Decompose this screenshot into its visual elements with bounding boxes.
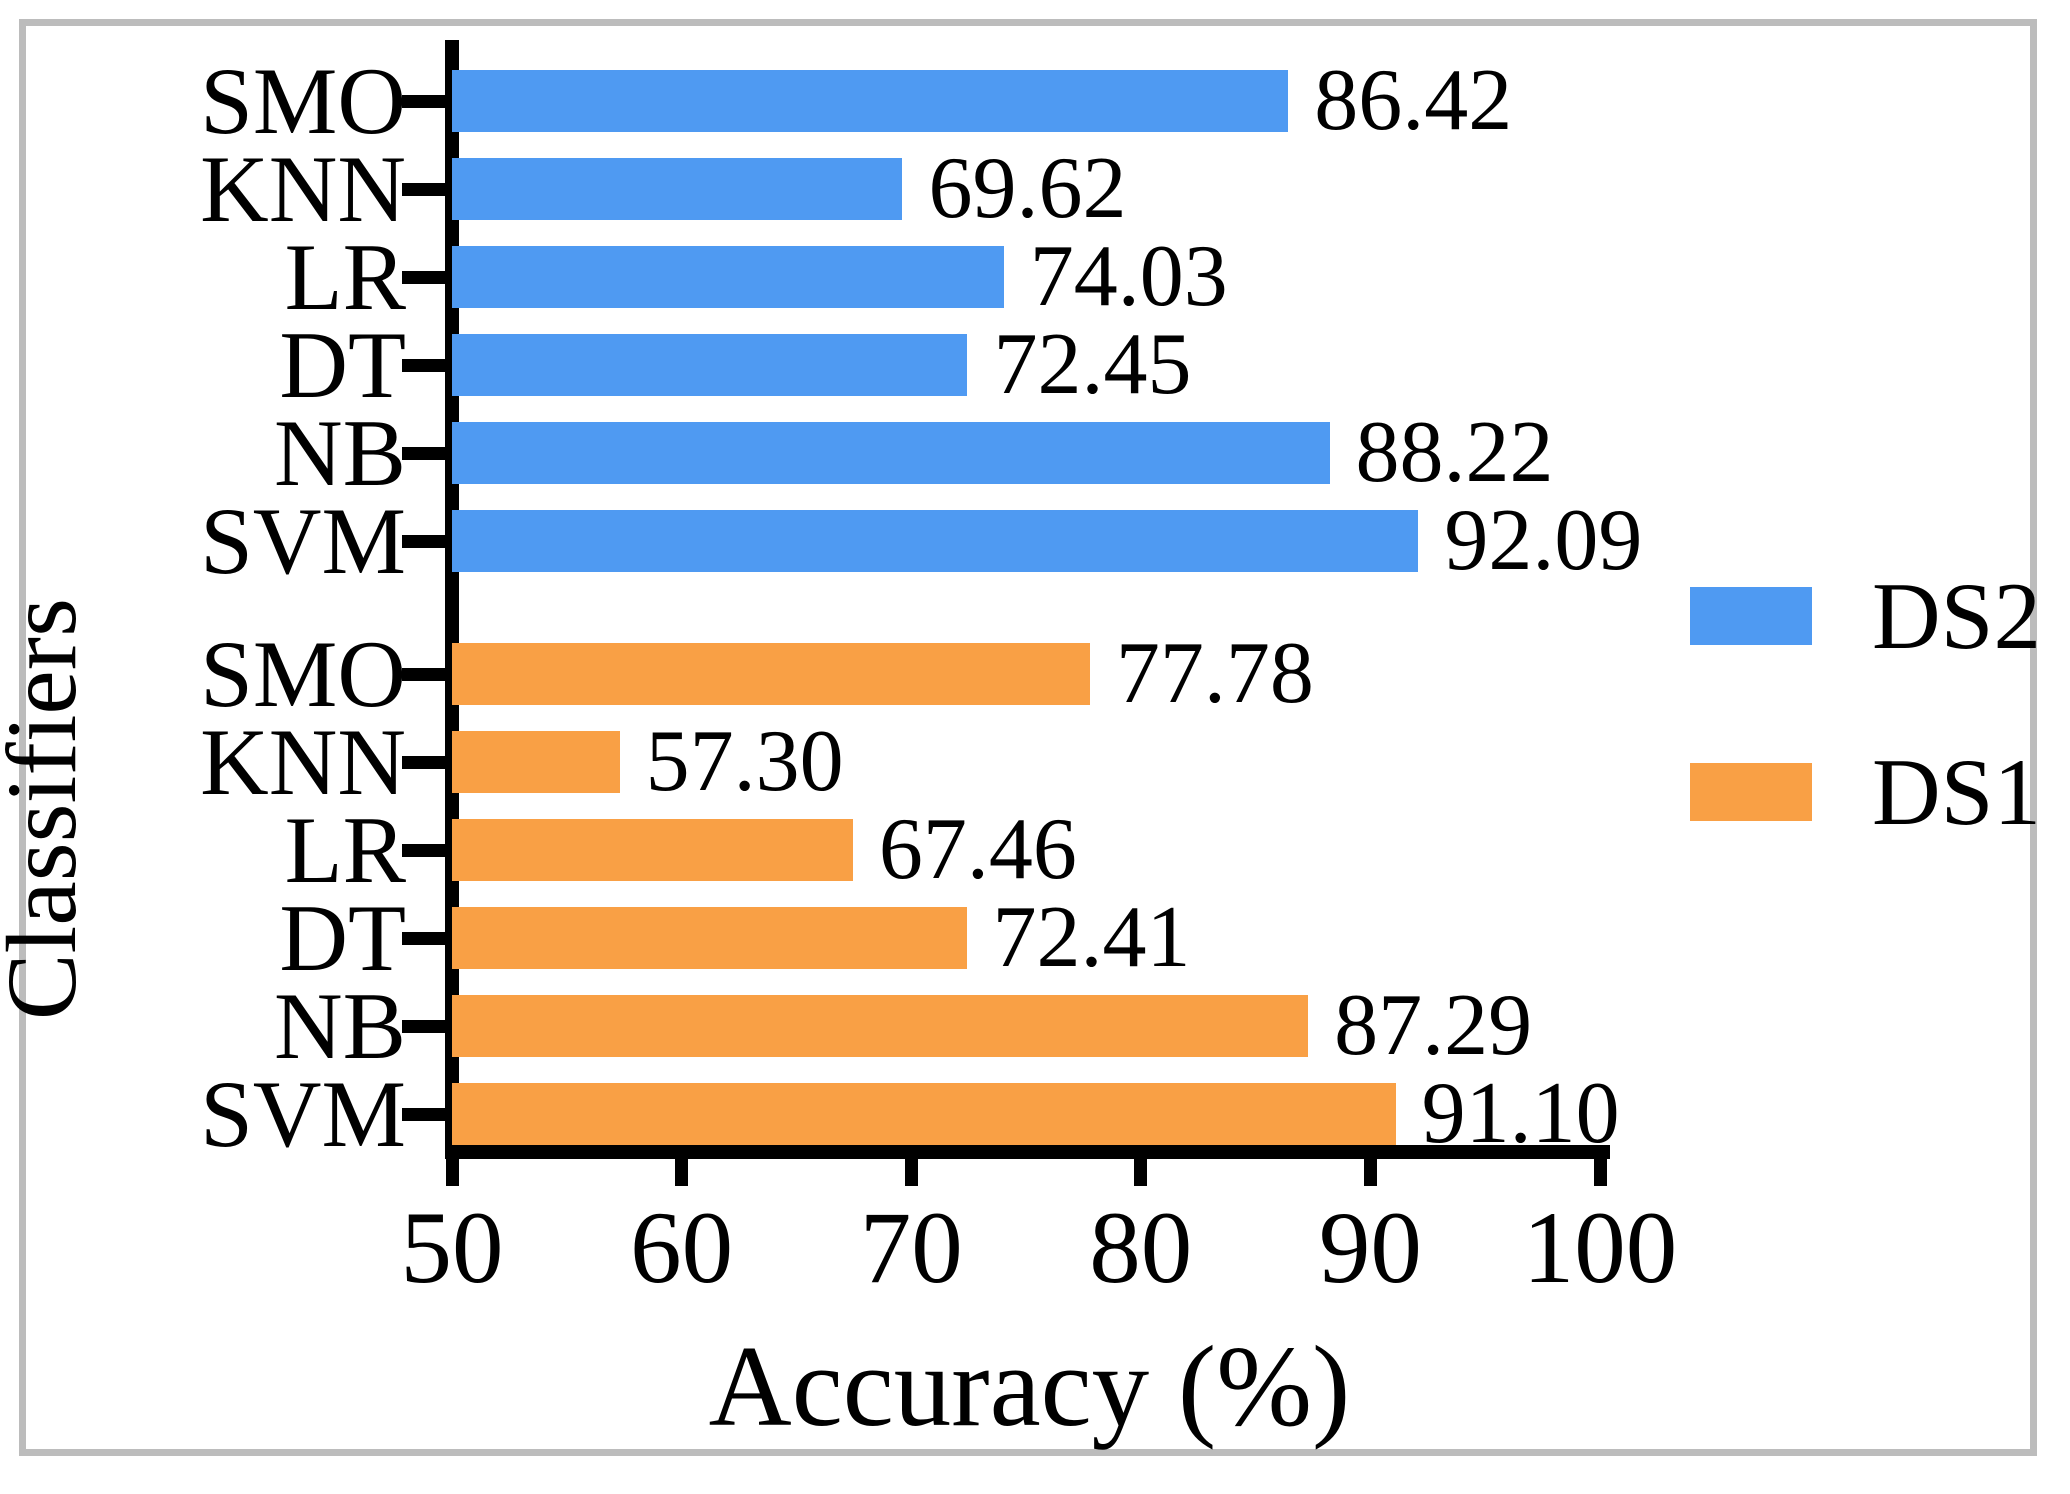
- y-category-label-ds2-lr: LR: [284, 223, 406, 330]
- legend-label-ds2: DS2: [1872, 562, 2041, 669]
- y-tick-ds1-svm: [402, 1107, 445, 1121]
- x-tick-90: [1363, 1159, 1377, 1186]
- y-category-label-ds1-nb: NB: [274, 972, 406, 1079]
- bar-value-label-ds2-svm: 92.09: [1444, 492, 1643, 589]
- y-category-label-ds2-knn: KNN: [200, 135, 406, 242]
- bar-ds2-lr: [452, 246, 1004, 308]
- legend-swatch-ds2: [1690, 587, 1812, 645]
- y-tick-ds2-lr: [402, 270, 445, 284]
- bar-ds1-dt: [452, 907, 967, 969]
- y-category-label-ds1-smo: SMO: [200, 620, 406, 727]
- y-category-label-ds2-svm: SVM: [200, 487, 406, 594]
- y-category-label-ds2-nb: NB: [274, 399, 406, 506]
- x-tick-label-90: 90: [1318, 1191, 1422, 1305]
- y-tick-ds1-dt: [402, 931, 445, 945]
- bar-value-label-ds1-knn: 57.30: [645, 713, 844, 810]
- x-tick-label-60: 60: [630, 1191, 734, 1305]
- y-category-label-ds1-svm: SVM: [200, 1060, 406, 1167]
- y-category-label-ds2-dt: DT: [279, 311, 406, 418]
- y-tick-ds1-lr: [402, 843, 445, 857]
- y-tick-ds1-smo: [402, 667, 445, 681]
- bar-ds2-knn: [452, 158, 903, 220]
- bar-ds1-nb: [452, 995, 1309, 1057]
- bar-value-label-ds1-dt: 72.41: [992, 889, 1191, 986]
- x-tick-70: [904, 1159, 918, 1186]
- y-category-label-ds1-lr: LR: [284, 796, 406, 903]
- bar-value-label-ds2-smo: 86.42: [1314, 52, 1513, 149]
- bar-ds1-smo: [452, 643, 1090, 705]
- bar-ds1-knn: [452, 731, 620, 793]
- y-tick-ds2-knn: [402, 182, 445, 196]
- bar-value-label-ds1-smo: 77.78: [1115, 625, 1314, 722]
- bar-ds1-svm: [452, 1083, 1396, 1145]
- bar-value-label-ds2-lr: 74.03: [1029, 228, 1228, 325]
- y-tick-ds2-svm: [402, 534, 445, 548]
- bar-value-label-ds1-lr: 67.46: [878, 801, 1077, 898]
- bar-value-label-ds1-nb: 87.29: [1334, 977, 1533, 1074]
- y-tick-ds2-nb: [402, 446, 445, 460]
- x-axis-line: [445, 1145, 1610, 1159]
- y-category-label-ds1-dt: DT: [279, 884, 406, 991]
- bar-ds2-smo: [452, 70, 1289, 132]
- bar-value-label-ds1-svm: 91.10: [1421, 1065, 1620, 1162]
- y-category-label-ds2-smo: SMO: [200, 47, 406, 154]
- x-tick-50: [445, 1159, 459, 1186]
- x-tick-100: [1593, 1159, 1607, 1186]
- legend-label-ds1: DS1: [1872, 738, 2041, 845]
- x-tick-label-70: 70: [859, 1191, 963, 1305]
- bar-ds2-svm: [452, 510, 1419, 572]
- x-tick-label-100: 100: [1522, 1191, 1678, 1305]
- y-tick-ds1-knn: [402, 755, 445, 769]
- y-tick-ds1-nb: [402, 1019, 445, 1033]
- chart-frame-border: [19, 19, 2037, 1456]
- y-tick-ds2-dt: [402, 358, 445, 372]
- bar-value-label-ds2-nb: 88.22: [1355, 404, 1554, 501]
- y-category-label-ds1-knn: KNN: [200, 708, 406, 815]
- y-tick-ds2-smo: [402, 94, 445, 108]
- x-tick-80: [1134, 1159, 1148, 1186]
- bar-ds1-lr: [452, 819, 853, 881]
- bar-value-label-ds2-dt: 72.45: [993, 316, 1192, 413]
- bar-value-label-ds2-knn: 69.62: [928, 140, 1127, 237]
- legend-swatch-ds1: [1690, 763, 1812, 821]
- x-tick-label-50: 50: [400, 1191, 504, 1305]
- bar-ds2-nb: [452, 422, 1330, 484]
- x-tick-label-80: 80: [1089, 1191, 1193, 1305]
- x-axis-title: Accuracy (%): [708, 1323, 1351, 1450]
- x-tick-60: [675, 1159, 689, 1186]
- bar-ds2-dt: [452, 334, 968, 396]
